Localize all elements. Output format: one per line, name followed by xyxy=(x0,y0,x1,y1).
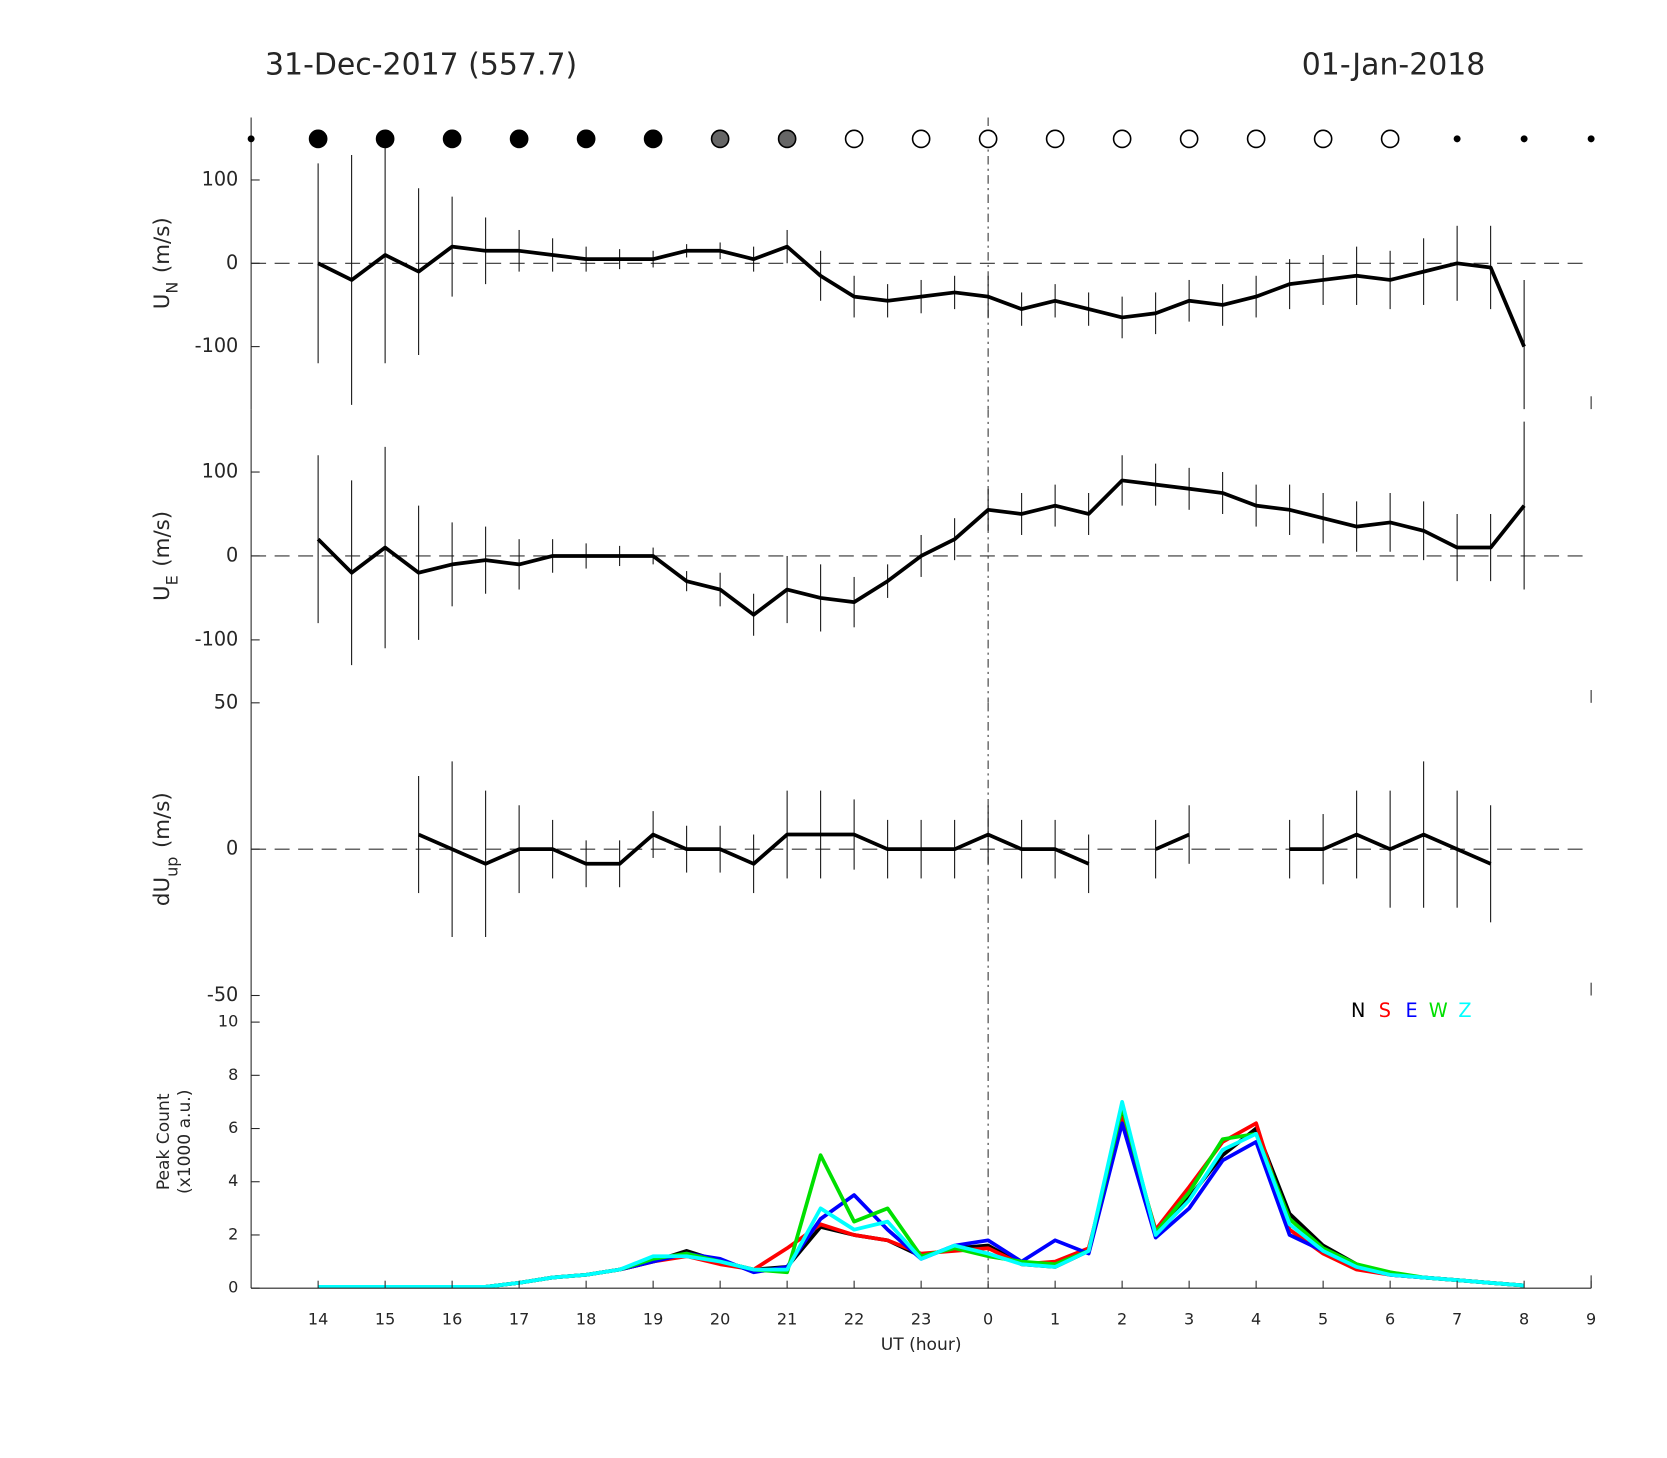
y-tick-label: -100 xyxy=(195,627,239,650)
legend-entry: E xyxy=(1406,999,1418,1022)
y-axis-label: Peak Count xyxy=(154,1093,174,1190)
date-left: 31-Dec-2017 (557.7) xyxy=(265,48,577,83)
sky-marker xyxy=(1045,129,1065,149)
x-tick-label: 1 xyxy=(1050,1310,1060,1329)
y-tick-label: 0 xyxy=(228,1278,238,1297)
x-tick-label: 19 xyxy=(643,1310,663,1329)
x-tick-label: 9 xyxy=(1586,1310,1596,1329)
y-tick-label: 0 xyxy=(226,837,238,860)
sky-marker xyxy=(1112,129,1132,149)
sky-marker xyxy=(844,129,864,149)
x-tick-label: 18 xyxy=(576,1310,596,1329)
sky-marker xyxy=(710,129,730,149)
y-axis-label-unit: (x1000 a.u.) xyxy=(175,1090,195,1194)
y-tick-label: -100 xyxy=(195,334,239,357)
x-tick-label: 0 xyxy=(983,1310,993,1329)
y-tick-label: 0 xyxy=(226,251,238,274)
x-tick-label: 4 xyxy=(1251,1310,1261,1329)
y-axis-label: UE (m/s) xyxy=(150,511,182,601)
sky-marker xyxy=(643,129,663,149)
y-axis-label: dUup (m/s) xyxy=(150,792,182,906)
x-tick-label: 17 xyxy=(509,1310,529,1329)
sky-marker xyxy=(375,129,395,149)
date-right: 01-Jan-2018 xyxy=(1302,48,1486,83)
y-tick-label: 100 xyxy=(202,167,239,190)
sky-marker xyxy=(777,129,797,149)
x-tick-label: 2 xyxy=(1117,1310,1127,1329)
y-tick-label: 4 xyxy=(228,1171,238,1190)
y-axis-label-sub: E xyxy=(162,575,181,585)
x-tick-label: 22 xyxy=(844,1310,864,1329)
y-tick-label: 50 xyxy=(214,690,238,713)
x-tick-label: 3 xyxy=(1184,1310,1194,1329)
legend-entry: N xyxy=(1351,999,1365,1022)
y-axis-label-unit: (m/s) xyxy=(150,217,175,273)
x-axis-label: UT (hour) xyxy=(881,1335,962,1355)
series-line xyxy=(316,478,1526,617)
x-tick-label: 14 xyxy=(308,1310,328,1329)
y-tick-label: 10 xyxy=(218,1012,238,1031)
series-line xyxy=(417,832,1492,866)
y-axis-label-main: U xyxy=(150,585,175,601)
x-tick-label: 21 xyxy=(777,1310,797,1329)
x-tick-label: 23 xyxy=(911,1310,931,1329)
sky-marker xyxy=(1313,129,1333,149)
legend-entry: W xyxy=(1429,999,1448,1022)
y-axis-label-main: U xyxy=(150,294,175,310)
series-line xyxy=(317,244,1526,348)
sky-marker xyxy=(509,129,529,149)
y-tick-label: 8 xyxy=(228,1065,238,1084)
sky-marker xyxy=(308,129,328,149)
y-axis-label-sub: up xyxy=(162,857,181,877)
y-axis-label-unit: (m/s) xyxy=(150,792,175,848)
y-tick-label: 2 xyxy=(228,1224,238,1243)
legend-entry: Z xyxy=(1458,999,1471,1022)
legend-entry: S xyxy=(1379,999,1391,1022)
y-tick-label: 6 xyxy=(228,1118,238,1137)
y-tick-label: -50 xyxy=(207,983,238,1006)
x-tick-label: 15 xyxy=(375,1310,395,1329)
x-tick-label: 6 xyxy=(1385,1310,1395,1329)
x-tick-label: 5 xyxy=(1318,1310,1328,1329)
x-tick-label: 16 xyxy=(442,1310,462,1329)
sky-marker xyxy=(1179,129,1199,149)
y-axis-label-main: dU xyxy=(150,877,175,906)
x-tick-label: 8 xyxy=(1519,1310,1529,1329)
y-tick-label: 0 xyxy=(226,543,238,566)
panel xyxy=(251,409,1592,703)
x-tick-label: 7 xyxy=(1452,1310,1462,1329)
y-tick-label: 100 xyxy=(202,460,239,483)
sky-marker xyxy=(978,129,998,149)
sky-marker xyxy=(576,129,596,149)
panel xyxy=(251,117,1592,410)
sky-marker xyxy=(1453,135,1461,143)
sky-marker xyxy=(911,129,931,149)
panel xyxy=(251,702,1592,996)
sky-marker xyxy=(247,135,255,143)
sky-marker xyxy=(1520,135,1528,143)
y-axis-label-unit: (m/s) xyxy=(150,511,175,567)
sky-marker xyxy=(442,129,462,149)
sky-marker xyxy=(1380,129,1400,149)
x-tick-label: 20 xyxy=(710,1310,730,1329)
sky-marker xyxy=(1246,129,1266,149)
sky-marker xyxy=(1587,135,1595,143)
y-axis-label-sub: N xyxy=(162,282,181,294)
y-axis-label: UN (m/s) xyxy=(150,217,182,309)
